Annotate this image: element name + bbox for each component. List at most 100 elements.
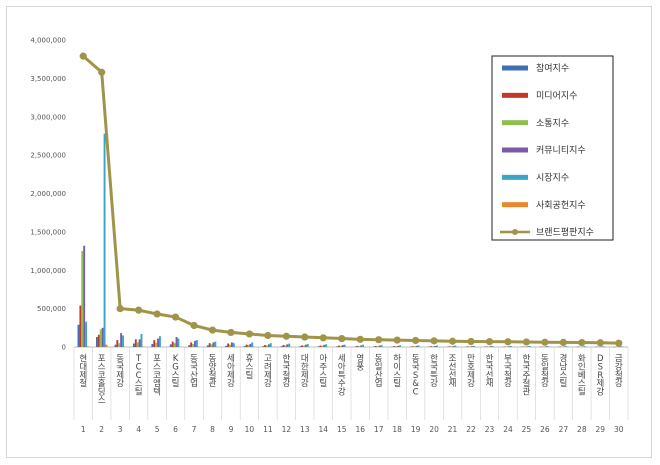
category-label-char: 화 <box>578 354 586 364</box>
brand-index-point <box>171 313 180 321</box>
category-label-char: 철 <box>504 370 512 381</box>
category-label-char: G <box>172 362 179 372</box>
rank-number: 4 <box>136 425 141 434</box>
brand-index-point <box>301 333 309 341</box>
category-label-char: 스 <box>98 396 106 406</box>
brand-index-point <box>467 337 475 346</box>
category-label-char: 강 <box>282 378 290 389</box>
bar <box>450 346 453 347</box>
category-label-char: 스 <box>153 362 161 372</box>
category-label-char: 베 <box>578 371 586 381</box>
category-label-char: C <box>136 362 142 372</box>
category-label-char: 동 <box>541 354 549 364</box>
bar <box>81 251 84 347</box>
category-label-char: C <box>413 388 419 398</box>
legend-swatch <box>502 120 528 126</box>
category-label-char: 철 <box>615 370 623 381</box>
bar <box>269 343 272 347</box>
legend-label: 시장지수 <box>536 173 569 184</box>
category-label-char: S <box>598 362 603 372</box>
category-label-char: 스 <box>319 371 327 381</box>
category-label-char: 강 <box>264 378 272 389</box>
brand-index-point <box>153 310 161 318</box>
bar <box>208 343 211 347</box>
bar <box>434 346 436 347</box>
bar <box>229 344 231 347</box>
category-label-char: 강 <box>615 361 623 372</box>
brand-index-point <box>264 331 272 340</box>
legend-label: 커뮤니티지수 <box>536 145 586 156</box>
bar <box>284 345 287 347</box>
bar <box>232 343 235 347</box>
y-tick-label: 500,000 <box>37 305 66 313</box>
bar <box>472 345 475 347</box>
category-label-char: 대 <box>79 362 87 372</box>
bar <box>118 343 121 347</box>
bar <box>85 321 88 347</box>
bar <box>319 345 322 347</box>
bar <box>188 345 191 347</box>
rank-number: 16 <box>355 425 365 434</box>
category-label-char: 국 <box>116 362 124 372</box>
category-label-char: 산 <box>190 370 198 381</box>
category-label-char: 철 <box>209 370 217 381</box>
bar <box>411 346 414 347</box>
legend-label: 소통지수 <box>536 118 569 129</box>
category-label-char: 아 <box>227 361 235 372</box>
bar <box>206 345 209 347</box>
y-tick-label: 1,500,000 <box>30 228 66 236</box>
bar <box>282 345 285 347</box>
category-label-char: 업 <box>375 379 383 389</box>
category-label-char: 동 <box>375 354 383 364</box>
category-label-char: 틸 <box>578 388 586 398</box>
category-label-char: 일 <box>375 362 383 372</box>
category-label-char: 양 <box>209 361 217 372</box>
category-label-char: S <box>413 371 418 381</box>
bar <box>177 338 180 347</box>
rank-number: 2 <box>99 425 104 434</box>
category-label-char: 강 <box>430 378 438 389</box>
bar <box>77 324 80 347</box>
legend-label: 사회공헌지수 <box>536 200 586 211</box>
bar <box>343 344 346 347</box>
category-label-char: 아 <box>319 353 327 364</box>
bar <box>526 346 529 347</box>
category-label-char: 강 <box>116 378 124 389</box>
category-label-char: 아 <box>338 361 346 372</box>
rank-number: 29 <box>596 425 606 434</box>
bar <box>415 345 418 347</box>
bar <box>251 342 254 347</box>
category-label-char: 스 <box>135 379 143 389</box>
bar <box>467 346 470 347</box>
bar <box>336 346 338 347</box>
category-label-char: 틸 <box>559 379 567 389</box>
category-label-char: C <box>136 371 142 381</box>
bar <box>395 346 398 347</box>
category-label-char: 딩 <box>98 387 106 398</box>
bar <box>378 345 381 347</box>
category-label-char: 철 <box>79 378 87 389</box>
rank-number: 13 <box>300 425 310 434</box>
bar <box>299 346 302 347</box>
rank-number: 12 <box>282 425 292 434</box>
bar <box>565 346 568 347</box>
brand-index-point <box>319 334 327 342</box>
bar <box>321 345 324 347</box>
category-label-char: 틸 <box>319 379 327 389</box>
bar <box>266 345 268 347</box>
bar <box>454 345 457 347</box>
rank-number: 30 <box>614 425 624 434</box>
category-label-char: 주 <box>523 371 531 381</box>
bar <box>471 346 473 347</box>
bar <box>356 345 359 347</box>
category-label-char: 국 <box>430 362 438 372</box>
